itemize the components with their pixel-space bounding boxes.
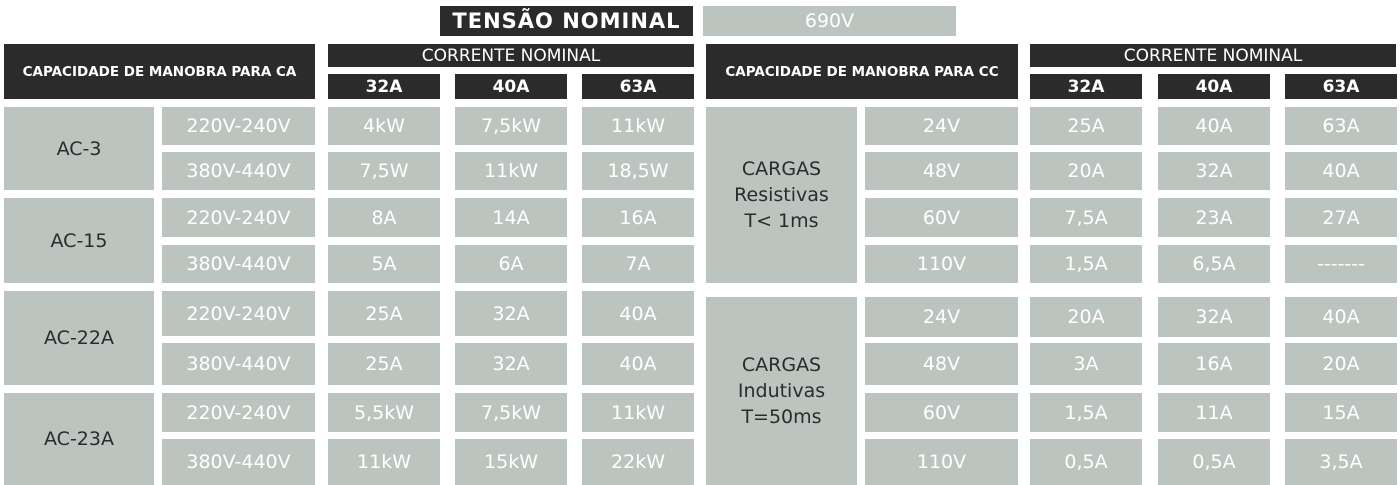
ac-voltage-cell: 220V-240V [162, 393, 315, 432]
dc-value-cell: 63A [1285, 107, 1397, 145]
dc-value-cell: 3A [1030, 343, 1142, 385]
ac-voltage-cell: 380V-440V [162, 152, 315, 190]
dc-group-line: Indutivas [737, 380, 826, 402]
dc-voltage-cell: 24V [865, 107, 1018, 145]
dc-value-cell: 20A [1030, 297, 1142, 337]
ac-value-cell: 22kW [582, 439, 694, 485]
ac-value-cell: 8A [328, 198, 440, 237]
dc-value-cell: 20A [1285, 343, 1397, 385]
dc-group-line: CARGAS [741, 354, 822, 376]
dc-group-line: Resistivas [734, 184, 829, 206]
dc-group-resistivas: CARGAS Resistivas T< 1ms [706, 107, 857, 283]
ac-value-cell: 40A [582, 291, 694, 336]
dc-value-cell: 1,5A [1030, 393, 1142, 432]
ac-value-cell: 7,5kW [455, 393, 567, 432]
dc-value-cell: 1,5A [1030, 245, 1142, 283]
dc-voltage-cell: 48V [865, 343, 1018, 385]
dc-voltage-cell: 60V [865, 393, 1018, 432]
ac-value-cell: 7,5W [328, 152, 440, 190]
dc-group-line: T=50ms [741, 406, 822, 428]
dc-group-line: CARGAS [741, 158, 822, 180]
ac-voltage-cell: 220V-240V [162, 291, 315, 336]
ac-amp-32a-header: 32A [328, 74, 440, 99]
dc-value-cell: 27A [1285, 198, 1397, 237]
ac-value-cell: 11kW [582, 107, 694, 145]
ac-amp-40a-header: 40A [455, 74, 567, 99]
ac-voltage-cell: 220V-240V [162, 107, 315, 145]
dc-value-cell: 16A [1158, 343, 1270, 385]
dc-value-cell: 40A [1285, 152, 1397, 190]
tensao-nominal-label: TENSÃO NOMINAL [440, 6, 693, 36]
ac-corrente-nominal-header: CORRENTE NOMINAL [328, 44, 694, 67]
ac-value-cell: 5A [328, 245, 440, 283]
ac-value-cell: 11kW [328, 439, 440, 485]
ac-value-cell: 4kW [328, 107, 440, 145]
dc-group-indutivas: CARGAS Indutivas T=50ms [706, 297, 857, 485]
ac-value-cell: 25A [328, 343, 440, 385]
dc-amp-32a-header: 32A [1030, 74, 1142, 99]
dc-value-cell: 25A [1030, 107, 1142, 145]
ac-voltage-cell: 380V-440V [162, 343, 315, 385]
dc-group-line: T< 1ms [744, 210, 819, 232]
ac-value-cell: 32A [455, 343, 567, 385]
ac-value-cell: 18,5W [582, 152, 694, 190]
tensao-nominal-value: 690V [703, 6, 956, 36]
dc-voltage-cell: 24V [865, 297, 1018, 337]
dc-value-cell: 7,5A [1030, 198, 1142, 237]
dc-value-cell: 0,5A [1030, 439, 1142, 485]
dc-value-cell: 40A [1285, 297, 1397, 337]
dc-table-title: CAPACIDADE DE MANOBRA PARA CC [706, 44, 1018, 99]
dc-value-cell: 23A [1158, 198, 1270, 237]
ac-category-ac23a: AC-23A [4, 393, 154, 485]
dc-amp-40a-header: 40A [1158, 74, 1270, 99]
ac-value-cell: 11kW [455, 152, 567, 190]
dc-voltage-cell: 110V [865, 439, 1018, 485]
dc-voltage-cell: 60V [865, 198, 1018, 237]
ac-voltage-cell: 380V-440V [162, 439, 315, 485]
ac-category-ac22a: AC-22A [4, 291, 154, 385]
dc-value-cell: 15A [1285, 393, 1397, 432]
ac-voltage-cell: 380V-440V [162, 245, 315, 283]
ac-value-cell: 25A [328, 291, 440, 336]
dc-voltage-cell: 48V [865, 152, 1018, 190]
dc-value-cell: 32A [1158, 152, 1270, 190]
ac-voltage-cell: 220V-240V [162, 198, 315, 237]
ac-value-cell: 5,5kW [328, 393, 440, 432]
ac-amp-63a-header: 63A [582, 74, 694, 99]
dc-amp-63a-header: 63A [1285, 74, 1397, 99]
dc-value-cell: 11A [1158, 393, 1270, 432]
ac-value-cell: 32A [455, 291, 567, 336]
ac-value-cell: 7,5kW [455, 107, 567, 145]
dc-value-cell: 32A [1158, 297, 1270, 337]
ac-value-cell: 15kW [455, 439, 567, 485]
dc-value-cell: ------- [1285, 245, 1397, 283]
dc-value-cell: 3,5A [1285, 439, 1397, 485]
ac-value-cell: 6A [455, 245, 567, 283]
ac-category-ac15: AC-15 [4, 198, 154, 283]
dc-value-cell: 20A [1030, 152, 1142, 190]
ac-table-title: CAPACIDADE DE MANOBRA PARA CA [4, 44, 315, 99]
ac-category-ac3: AC-3 [4, 107, 154, 190]
dc-voltage-cell: 110V [865, 245, 1018, 283]
ac-value-cell: 16A [582, 198, 694, 237]
dc-value-cell: 40A [1158, 107, 1270, 145]
ac-value-cell: 11kW [582, 393, 694, 432]
dc-value-cell: 6,5A [1158, 245, 1270, 283]
ac-value-cell: 7A [582, 245, 694, 283]
dc-corrente-nominal-header: CORRENTE NOMINAL [1030, 44, 1396, 67]
ac-value-cell: 14A [455, 198, 567, 237]
ac-value-cell: 40A [582, 343, 694, 385]
dc-value-cell: 0,5A [1158, 439, 1270, 485]
